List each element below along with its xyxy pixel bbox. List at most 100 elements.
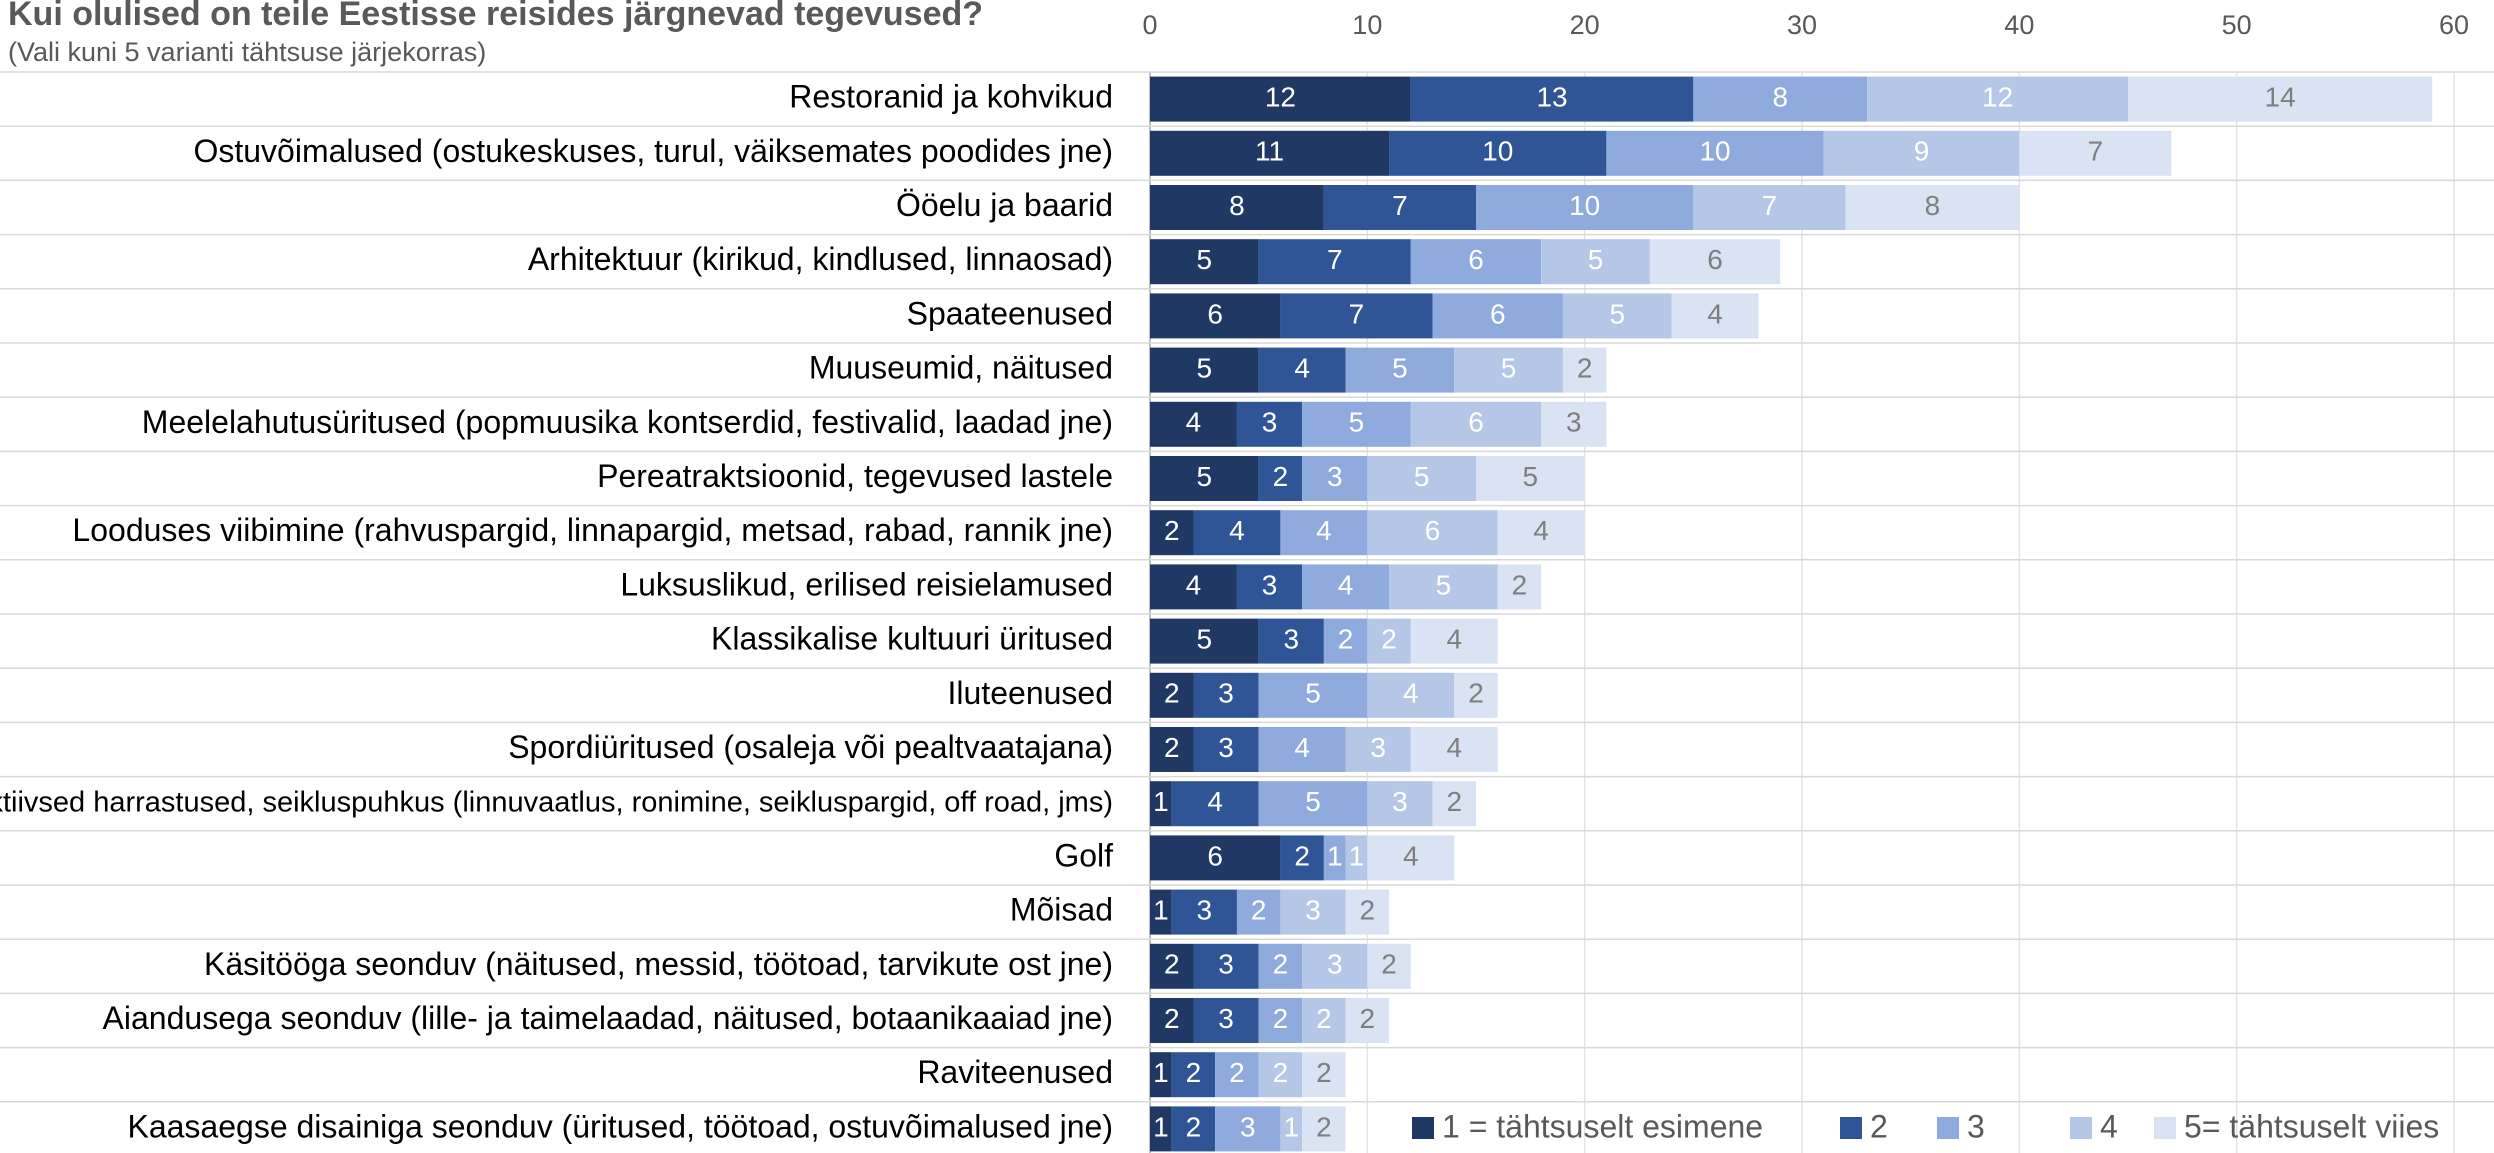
bar-segment <box>1171 1106 1216 1152</box>
bar-segment <box>1454 347 1563 393</box>
data-label: 4 <box>1446 623 1462 654</box>
bar-segment <box>2019 130 2172 176</box>
chart-title: Kui olulised on teile Eestisse reisides … <box>8 0 983 33</box>
bar-segment <box>1302 998 1346 1043</box>
bar-segment <box>1150 347 1259 393</box>
bar-segment <box>1150 781 1172 827</box>
bar-segment <box>1389 130 1607 176</box>
bar-segment <box>1345 835 1368 881</box>
bar-segment <box>1280 1106 1303 1152</box>
data-label: 2 <box>1273 461 1289 492</box>
bar-segment <box>1410 401 1542 447</box>
bar-segment <box>1562 293 1672 339</box>
data-label: 5 <box>1197 244 1213 275</box>
data-label: 2 <box>1381 949 1397 980</box>
y-tick-label: Käsitööga seonduv (näitused, messid, töö… <box>204 946 1113 982</box>
data-label: 1 <box>1153 1057 1169 1088</box>
y-tick-label: Looduses viibimine (rahvuspargid, linnap… <box>72 512 1113 548</box>
data-label: 4 <box>1707 298 1723 329</box>
bar-segment <box>1410 618 1498 664</box>
bar-segment <box>1410 76 1694 122</box>
y-tick-label: Iluteenused <box>948 675 1113 711</box>
bar-segment <box>1432 781 1476 827</box>
bar-segment <box>1150 1106 1172 1152</box>
bar-segment <box>1193 727 1259 772</box>
x-tick-label: 40 <box>2004 10 2034 40</box>
bar-segment <box>1150 727 1194 772</box>
data-label: 2 <box>1164 1003 1180 1034</box>
data-label: 2 <box>1446 786 1462 817</box>
data-label: 2 <box>1229 1057 1245 1088</box>
data-label: 3 <box>1392 786 1408 817</box>
bar-segment <box>1302 943 1368 989</box>
data-label: 5 <box>1197 623 1213 654</box>
data-label: 4 <box>1294 732 1310 763</box>
x-tick-label: 60 <box>2439 10 2469 40</box>
data-label: 1 <box>1283 1111 1299 1142</box>
bar-segment <box>1150 998 1194 1043</box>
x-tick-label: 30 <box>1787 10 1817 40</box>
data-label: 6 <box>1425 515 1441 546</box>
bar-segment <box>1280 889 1346 935</box>
data-label: 4 <box>1403 678 1419 709</box>
bar-segment <box>1693 185 1846 230</box>
data-label: 2 <box>1316 1111 1332 1142</box>
y-tick-label: Golf <box>1054 837 1113 873</box>
bar-segment <box>1671 293 1759 339</box>
y-tick-label: Ostuvõimalused (ostukeskuses, turul, väi… <box>193 133 1113 169</box>
bar-segment <box>1258 618 1324 664</box>
data-label: 4 <box>1446 732 1462 763</box>
data-label: 2 <box>1381 623 1397 654</box>
data-label: 4 <box>1533 515 1549 546</box>
legend-label: 1 = tähtsuselt esimene <box>1442 1108 1763 1144</box>
data-label: 1 <box>1153 1111 1169 1142</box>
data-label: 4 <box>1229 515 1245 546</box>
data-label: 5 <box>1436 569 1452 600</box>
bar-segment <box>1150 401 1237 447</box>
bar-segment <box>1302 1106 1346 1152</box>
bar-segment <box>1649 239 1781 285</box>
bar-segment <box>1562 347 1607 393</box>
bar-segment <box>1150 889 1172 935</box>
data-label: 11 <box>1255 136 1284 167</box>
data-label: 5 <box>1501 352 1517 383</box>
data-label: 7 <box>2088 136 2104 167</box>
data-label: 7 <box>1392 190 1408 221</box>
chart-subtitle: (Vali kuni 5 varianti tähtsuse järjekorr… <box>8 37 486 67</box>
bar-segment <box>1258 1052 1303 1098</box>
bar-segment <box>1150 76 1411 122</box>
data-label: 5 <box>1609 298 1625 329</box>
bar-segment <box>1193 672 1259 718</box>
x-tick-label: 10 <box>1352 10 1382 40</box>
data-label: 4 <box>1403 840 1419 871</box>
data-label: 12 <box>1982 81 2013 112</box>
bar-segment <box>1150 618 1259 664</box>
bar-segment <box>1280 293 1433 339</box>
bar-segment <box>1345 998 1390 1043</box>
data-label: 4 <box>1316 515 1332 546</box>
bar-segment <box>1823 130 2020 176</box>
bar-segment <box>1258 456 1303 501</box>
bar-segment <box>1323 185 1476 230</box>
bar-segment <box>1845 185 2020 230</box>
bar-segment <box>1476 456 1585 501</box>
bar-segment <box>1236 889 1281 935</box>
data-label: 8 <box>1925 190 1941 221</box>
y-tick-label: Meelelahutusüritused (popmuusika kontser… <box>142 404 1113 440</box>
data-label: 6 <box>1468 407 1484 438</box>
bar-segment <box>1410 239 1542 285</box>
data-label: 4 <box>1207 786 1223 817</box>
data-label: 5 <box>1392 352 1408 383</box>
bar-segment <box>1367 672 1455 718</box>
bar-segment <box>1410 727 1498 772</box>
data-label: 6 <box>1207 298 1223 329</box>
data-label: 4 <box>1338 569 1354 600</box>
bar-segment <box>1497 564 1542 610</box>
data-label: 2 <box>1338 623 1354 654</box>
y-tick-label: Kaasaegse disainiga seonduv (üritused, t… <box>127 1108 1113 1144</box>
data-label: 3 <box>1197 894 1213 925</box>
x-tick-label: 50 <box>2222 10 2252 40</box>
data-label: 3 <box>1262 407 1278 438</box>
bar-segment <box>1258 672 1368 718</box>
bar-segment <box>1150 672 1194 718</box>
